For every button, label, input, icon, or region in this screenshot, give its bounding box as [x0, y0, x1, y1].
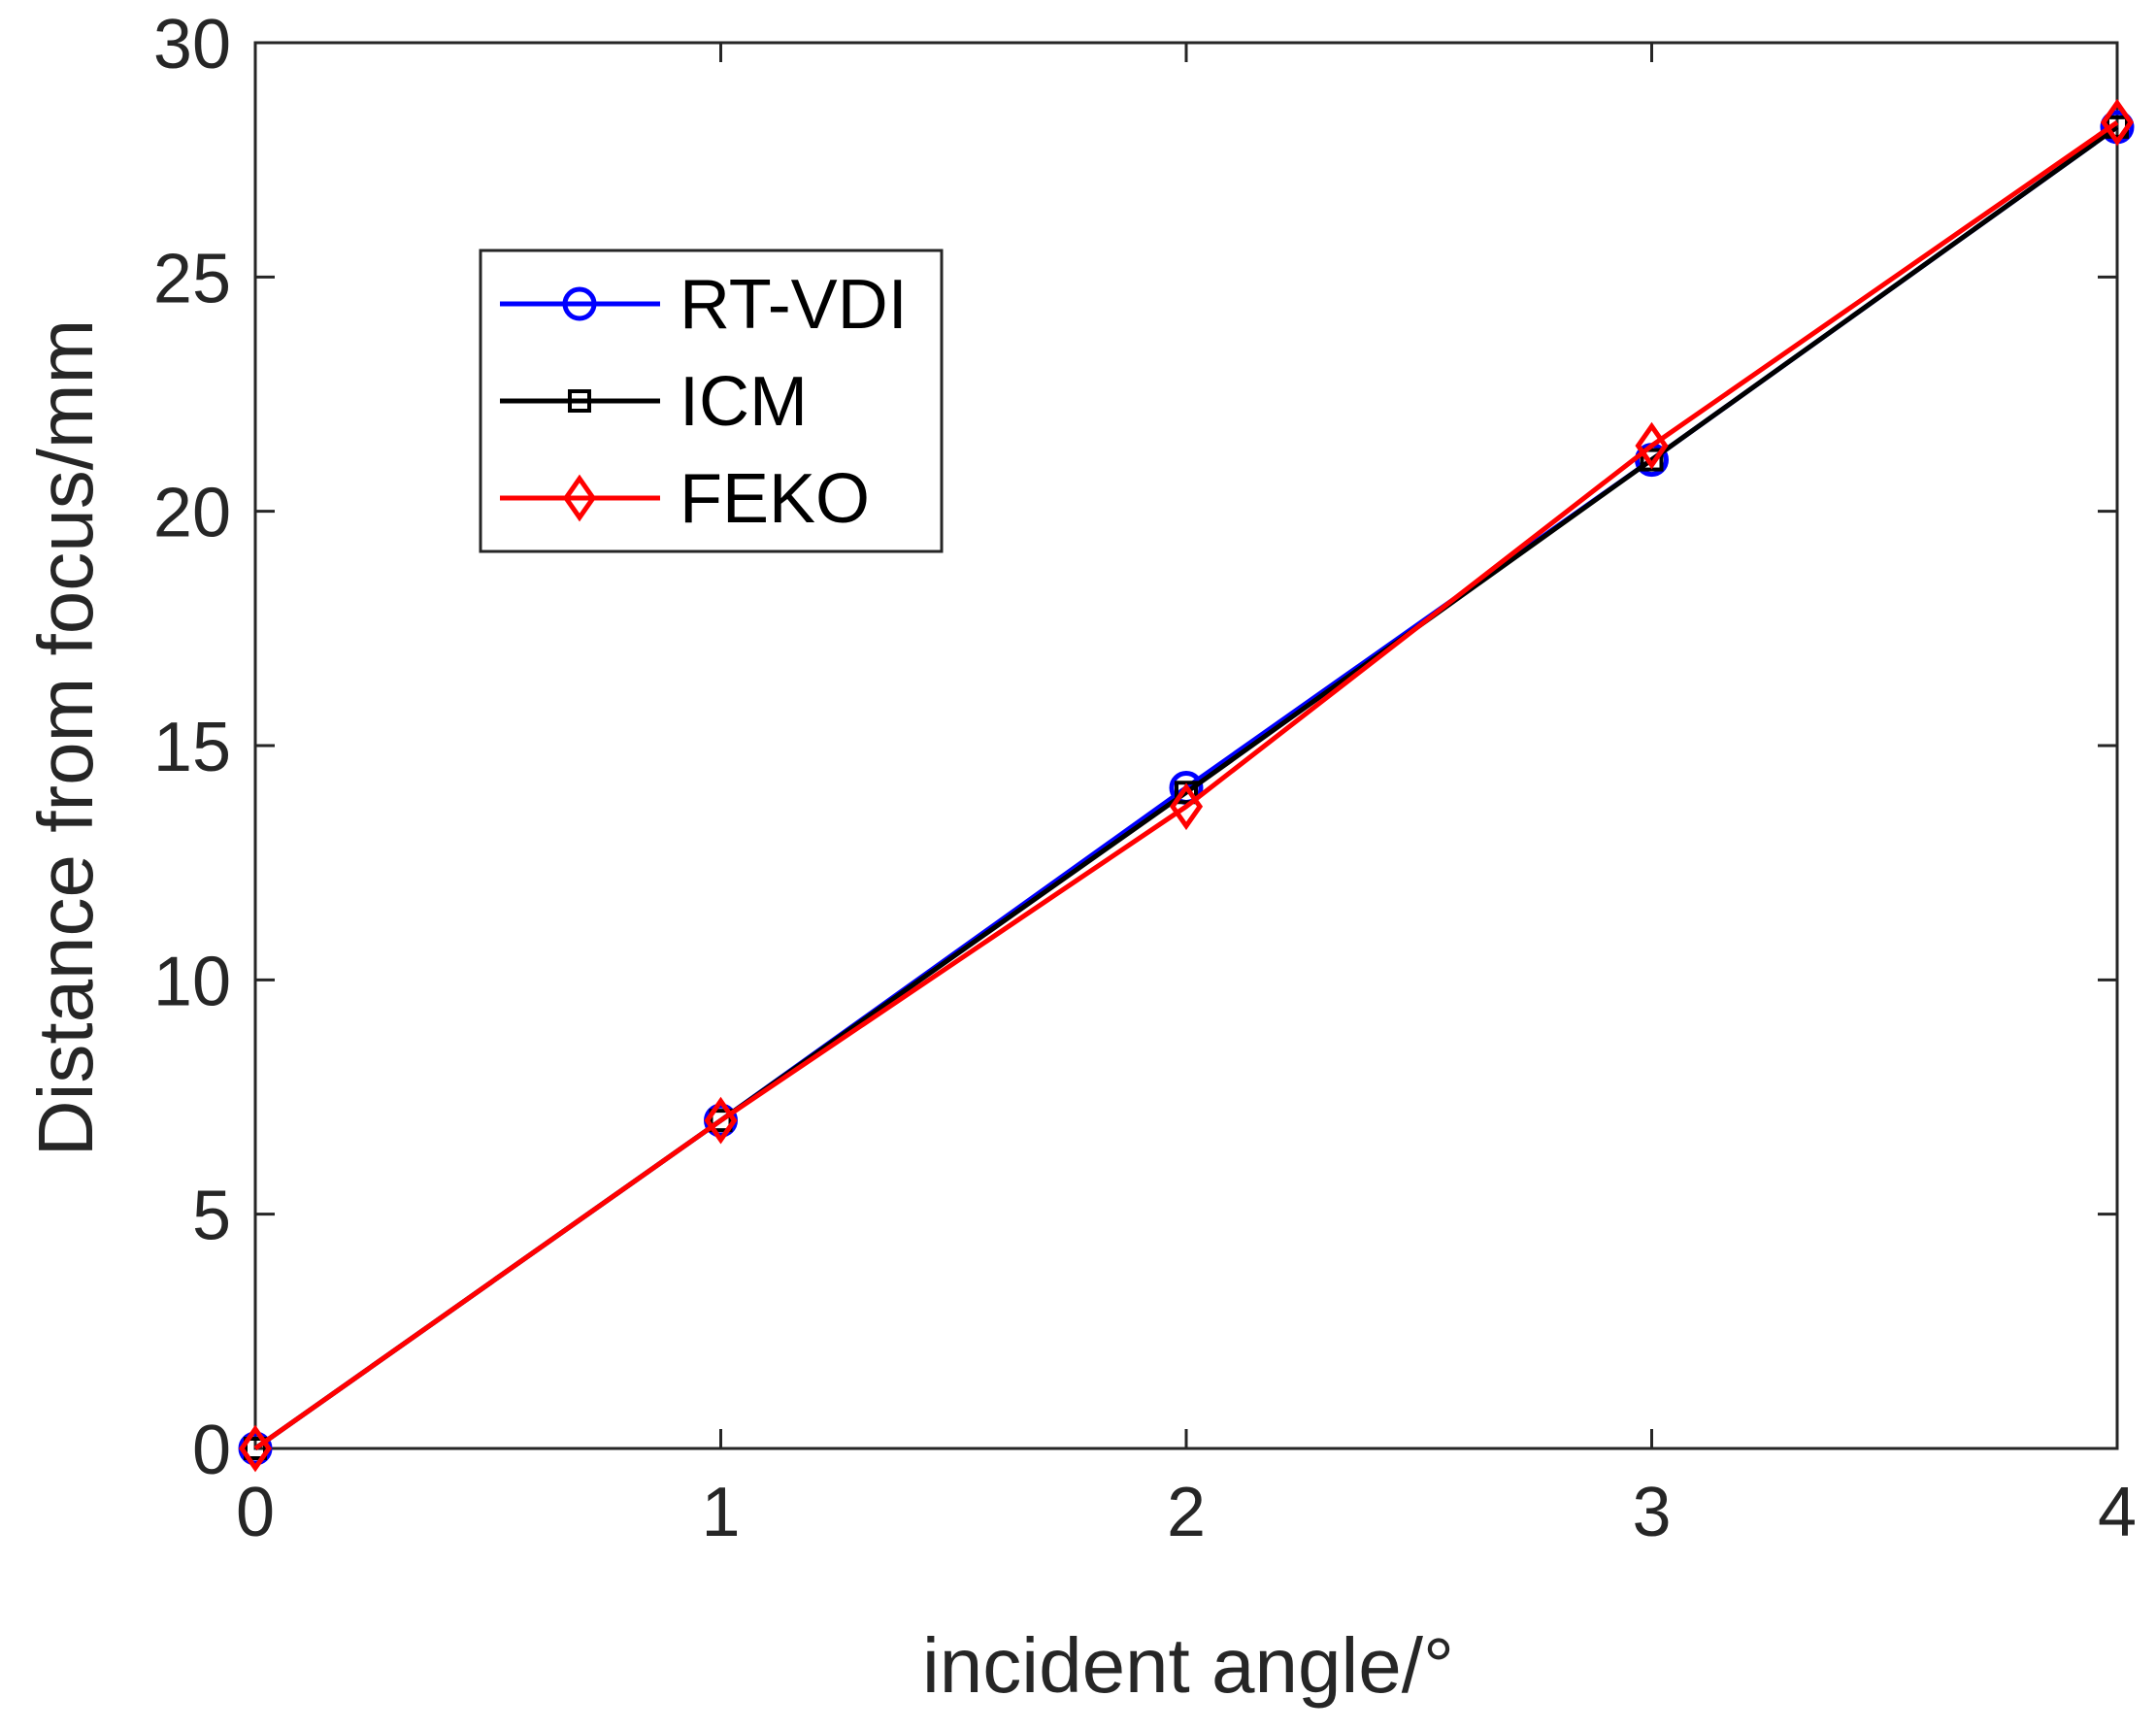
- x-tick-label: 1: [701, 1474, 740, 1551]
- legend-label-rt-vdi: RT-VDI: [680, 266, 908, 344]
- legend-marker-rt-vdi: [562, 286, 597, 321]
- data-point-feko: [1635, 421, 1669, 470]
- data-point-feko: [2100, 98, 2135, 147]
- y-tick-label: 25: [153, 240, 231, 317]
- y-tick-label: 15: [153, 709, 231, 786]
- series-feko: [238, 98, 2135, 1473]
- x-tick-label: 2: [1167, 1474, 1206, 1551]
- legend-marker-feko: [562, 474, 597, 522]
- legend-marker-icm: [568, 389, 591, 413]
- y-tick-label: 30: [153, 6, 231, 83]
- y-tick-label: 0: [192, 1412, 231, 1489]
- data-point-icm: [709, 1109, 733, 1133]
- data-point-feko: [1169, 782, 1204, 831]
- data-point-icm: [244, 1437, 267, 1460]
- y-axis-title: Distance from focus/mm: [22, 319, 109, 1156]
- legend-label-icm: ICM: [680, 363, 808, 441]
- data-point-feko: [238, 1424, 273, 1473]
- y-tick-label: 10: [153, 943, 231, 1020]
- x-tick-label: 3: [1632, 1474, 1671, 1551]
- x-tick-label: 0: [236, 1474, 275, 1551]
- x-tick-label: 4: [2098, 1474, 2137, 1551]
- data-point-feko: [704, 1096, 738, 1145]
- series-line-feko: [253, 120, 2119, 1451]
- data-point-icm: [1640, 448, 1664, 472]
- legend: RT-VDI ICM FEKO: [479, 249, 944, 553]
- legend-label-feko: FEKO: [680, 460, 870, 538]
- data-point-icm: [1175, 781, 1198, 805]
- y-tick-label: 5: [192, 1178, 231, 1255]
- x-axis-title: incident angle/°: [922, 1622, 1454, 1709]
- y-tick-label: 20: [153, 475, 231, 552]
